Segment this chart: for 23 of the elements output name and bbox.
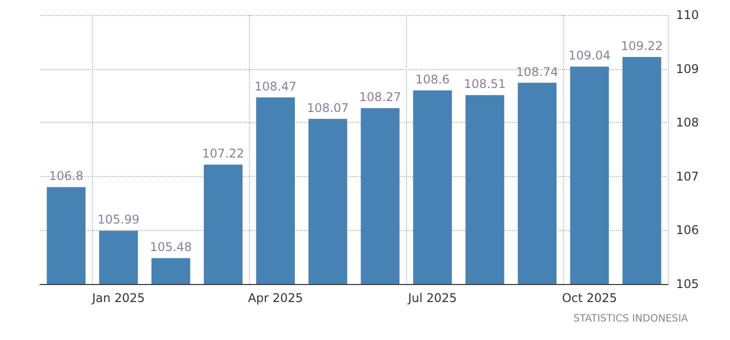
data-label: 107.22 (202, 146, 244, 161)
data-label: 108.27 (359, 90, 402, 104)
y-tick-label: 109 (676, 62, 699, 76)
y-tick-label: 105 (676, 277, 699, 291)
data-label: 108.6 (415, 72, 450, 86)
data-label: 108.47 (254, 79, 296, 94)
y-tick-label: 110 (676, 8, 699, 22)
y-tick-label: 106 (676, 223, 699, 238)
data-label: 108.07 (306, 100, 349, 115)
x-tick-label: Oct 2025 (562, 291, 618, 305)
data-label: 106.8 (48, 169, 84, 184)
y-tick-label: 107 (676, 169, 699, 184)
data-label: 108.51 (464, 77, 506, 92)
text: STATISTICS INDONESIA (573, 314, 688, 324)
x-tick-label: Jul 2025 (407, 291, 457, 305)
data-label: 108.74 (516, 64, 558, 79)
data-label: 109.04 (568, 48, 610, 63)
data-label: 105.48 (150, 240, 192, 254)
x-tick-label: Jan 2025 (91, 291, 145, 305)
y-tick-label: 108 (676, 116, 699, 130)
x-tick-label: Apr 2025 (248, 291, 304, 305)
data-label: 109.22 (620, 38, 663, 53)
data-label: 105.99 (98, 212, 140, 227)
